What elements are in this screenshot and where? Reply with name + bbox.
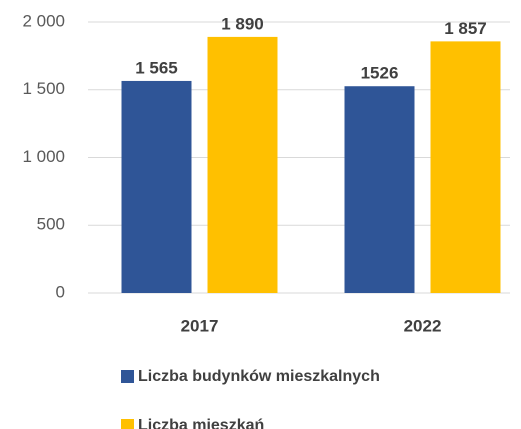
legend-label: Liczba budynków mieszkalnych [138, 368, 380, 385]
legend-label: Liczba mieszkań [138, 417, 264, 429]
value-label: 1 565 [135, 58, 178, 77]
x-tick-label: 2022 [404, 316, 442, 335]
value-label: 1 857 [444, 19, 487, 38]
bar [344, 86, 415, 294]
value-label: 1526 [361, 64, 399, 83]
y-tick-label: 1 000 [22, 147, 65, 166]
legend-swatch [121, 419, 134, 429]
y-tick-label: 0 [56, 282, 65, 301]
y-tick-label: 1 500 [22, 79, 65, 98]
y-tick-label: 2 000 [22, 11, 65, 30]
x-tick-label: 2017 [181, 316, 219, 335]
bar [121, 80, 192, 293]
legend-swatch [121, 370, 134, 383]
y-tick-label: 500 [37, 215, 65, 234]
bar [430, 41, 501, 294]
value-label: 1 890 [221, 14, 264, 33]
bar [207, 36, 278, 293]
